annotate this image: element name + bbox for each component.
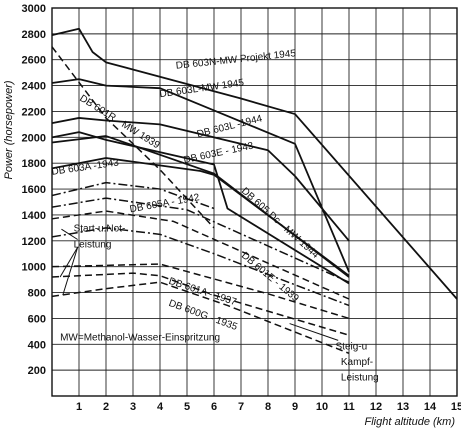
y-tick-label: 800 — [28, 288, 46, 300]
y-tick-label: 1000 — [22, 262, 46, 274]
annotation-leader-line — [59, 247, 79, 278]
y-tick-label: 200 — [28, 365, 46, 377]
x-tick-label: 4 — [157, 401, 164, 413]
y-axis-label: Power (horsepower) — [3, 80, 15, 179]
series-line-3 — [51, 117, 350, 242]
x-tick-label: 5 — [184, 401, 190, 413]
series-line-11 — [51, 281, 350, 355]
series-lines — [51, 27, 458, 355]
x-tick-label: 7 — [238, 401, 244, 413]
y-tick-label: 2800 — [22, 29, 46, 41]
annotation-leader-line — [61, 228, 78, 240]
y-tick-label: 2400 — [22, 81, 46, 93]
chart-annotation: Start-u.Not- — [74, 224, 126, 235]
x-tick-label: 1 — [76, 401, 82, 413]
x-tick-label: 12 — [370, 401, 382, 413]
y-tick-label: 1800 — [22, 158, 46, 170]
series-line-8 — [51, 197, 350, 283]
annotation-leader-line — [62, 247, 79, 296]
x-tick-label: 13 — [397, 401, 409, 413]
y-tick-label: 3000 — [22, 3, 46, 15]
series-line-5 — [51, 131, 350, 285]
y-tick-label: 600 — [28, 313, 46, 325]
x-tick-label: 2 — [103, 401, 109, 413]
series-line-2 — [51, 78, 350, 273]
x-axis-label: Flight altitude (km) — [365, 416, 456, 428]
chart-annotation: Steig-u — [336, 341, 368, 352]
x-tick-label: 10 — [316, 401, 328, 413]
axes: 200 400 600 800 1000 1200 1400 1600 1800 2000 2200… — [22, 3, 461, 413]
y-tick-label: 2000 — [22, 132, 46, 144]
y-tick-label: 1600 — [22, 184, 46, 196]
chart-annotation: Kampf- — [341, 357, 373, 368]
x-tick-label: 3 — [130, 401, 136, 413]
x-tick-label: 15 — [451, 401, 461, 413]
series-line-14 — [51, 272, 350, 336]
series-line-10 — [51, 263, 350, 320]
chart-annotation: Leistung — [74, 239, 112, 250]
x-tick-label: 8 — [265, 401, 271, 413]
x-tick-label: 9 — [292, 401, 298, 413]
annotation-leader-line — [289, 323, 339, 341]
y-tick-label: 1400 — [22, 210, 46, 222]
annotations: Start-u.Not- Leistung MW=Methanol-Wasser-E… — [59, 224, 379, 383]
series-line-1 — [51, 27, 458, 300]
y-tick-label: 2200 — [22, 106, 46, 118]
plot-frame — [51, 7, 458, 397]
x-tick-label: 6 — [211, 401, 217, 413]
chart-annotation: Leistung — [341, 372, 379, 383]
chart-annotation: MW=Methanol-Wasser-Einspritzung — [60, 332, 220, 343]
series-line-9 — [51, 210, 350, 300]
series-line-7 — [51, 135, 350, 278]
y-tick-label: 2600 — [22, 55, 46, 67]
x-tick-label: 11 — [343, 401, 355, 413]
x-tick-label: 14 — [424, 401, 437, 413]
series-line-12 — [51, 227, 350, 307]
y-tick-label: 400 — [28, 339, 46, 351]
series-line-13 — [51, 181, 215, 210]
y-tick-label: 1200 — [22, 236, 46, 248]
